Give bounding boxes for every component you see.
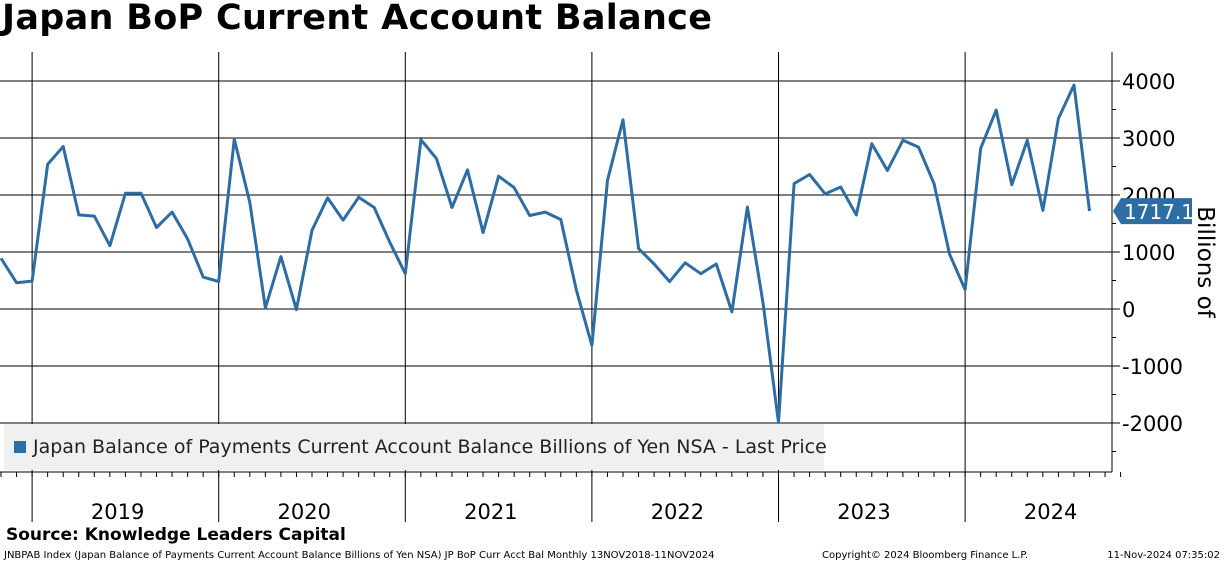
footer-ticker-description: JNBPAB Index (Japan Balance of Payments …	[4, 550, 715, 561]
source-note: Source: Knowledge Leaders Capital	[6, 525, 346, 545]
y-tick-label: 4000	[1122, 70, 1175, 94]
chart-title: Japan BoP Current Account Balance	[2, 0, 713, 38]
x-category-label: 2019	[91, 500, 144, 524]
legend-swatch	[14, 441, 26, 453]
x-category-label: 2024	[1024, 500, 1077, 524]
y-tick-label: -2000	[1122, 412, 1183, 436]
last-value-badge	[1113, 198, 1192, 225]
x-category-label: 2020	[277, 500, 330, 524]
x-category-label: 2021	[464, 500, 517, 524]
series-line	[0, 83, 1091, 424]
y-tick-label: 0	[1122, 298, 1135, 322]
last-value-text: 1717.1	[1124, 200, 1194, 224]
x-axis-categories: 2019 2020 2021 2022 2023 2024	[91, 500, 1077, 524]
horizontal-gridlines	[0, 80, 1112, 424]
footer-copyright: Copyright© 2024 Bloomberg Finance L.P.	[822, 550, 1029, 561]
y-axis-label: Billions of	[1192, 206, 1218, 318]
y-tick-label: -1000	[1122, 355, 1183, 379]
x-category-label: 2023	[837, 500, 890, 524]
footer-timestamp: 11-Nov-2024 07:35:02	[1107, 550, 1220, 561]
x-category-label: 2022	[651, 500, 704, 524]
plot-area	[0, 83, 1091, 424]
y-tick-label: 3000	[1122, 127, 1175, 151]
y-tick-label: 1000	[1122, 241, 1175, 265]
legend-label: Japan Balance of Payments Current Accoun…	[33, 436, 827, 458]
legend: Japan Balance of Payments Current Accoun…	[4, 424, 827, 470]
last-value-label: 1717.1	[1113, 198, 1194, 225]
